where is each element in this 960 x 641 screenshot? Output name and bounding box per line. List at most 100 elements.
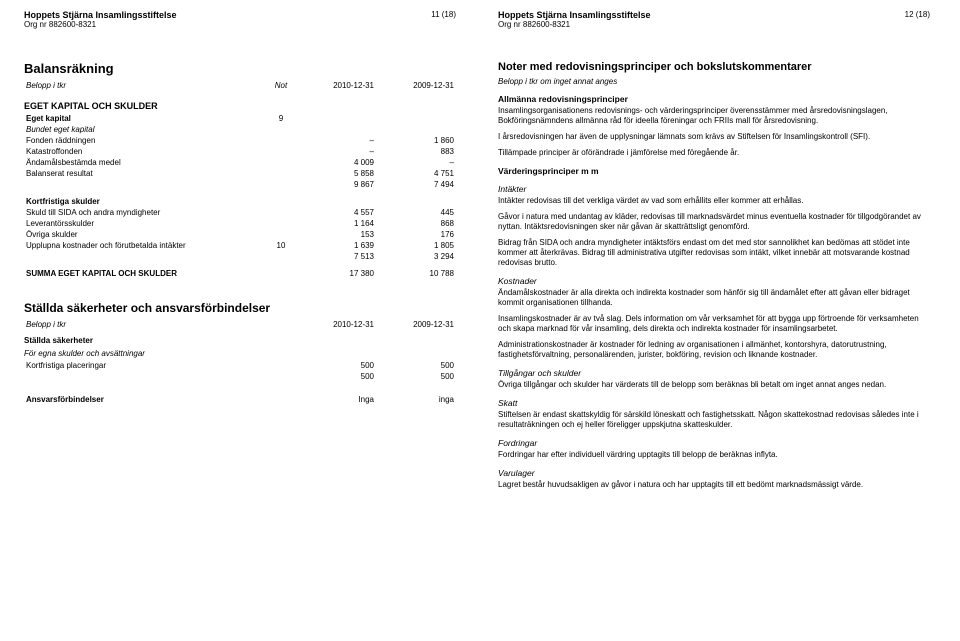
row-label: Skuld till SIDA och andra myndigheter [24, 207, 266, 218]
row-val-a: 1 164 [296, 218, 376, 229]
eget-kapital-note: 9 [266, 113, 296, 124]
table-row: Balanserat resultat 5 8584 751 [24, 168, 456, 179]
row-val-b: 1 805 [376, 240, 456, 251]
note-heading: Värderingsprinciper m m [498, 166, 930, 176]
note-paragraph: I årsredovisningen har även de upplysnin… [498, 132, 930, 142]
note-heading: Allmänna redovisningsprinciper [498, 94, 930, 104]
page-number-right: 12 (18) [905, 10, 930, 29]
row-val-b: 1 860 [376, 135, 456, 146]
row-val-a: – [296, 135, 376, 146]
note-paragraph: Intäkter redovisas till det verkliga vär… [498, 196, 930, 206]
summa-a: 17 380 [296, 268, 376, 279]
note-paragraph: Stiftelsen är endast skattskyldig för sä… [498, 410, 930, 430]
row-label: Ändamålsbestämda medel [24, 157, 266, 168]
belopp-label: Belopp i tkr [26, 81, 66, 90]
note-heading: Fordringar [498, 438, 930, 448]
note-heading: Varulager [498, 468, 930, 478]
row-note: 10 [266, 240, 296, 251]
stallda-egna: För egna skulder och avsättningar [24, 349, 456, 358]
header-right: Hoppets Stjärna Insamlingsstiftelse Org … [498, 10, 930, 29]
row-val-a: 1 639 [296, 240, 376, 251]
sum-b: 3 294 [376, 251, 456, 262]
balansrakning-title: Balansräkning [24, 61, 456, 76]
stallda-sh: Ställda säkerheter [24, 336, 456, 345]
note-paragraph: Insamlingsorganisationens redovisnings- … [498, 106, 930, 126]
stallda-y1: 2010-12-31 [296, 319, 376, 330]
table-row: Leverantörsskulder 1 164868 [24, 218, 456, 229]
eget-kapital-table: Eget kapital 9 Bundet eget kapital [24, 113, 456, 135]
summa-label: SUMMA EGET KAPITAL OCH SKULDER [24, 268, 266, 279]
note-paragraph: Bidrag från SIDA och andra myndigheter i… [498, 238, 930, 268]
summa-table: SUMMA EGET KAPITAL OCH SKULDER 17 380 10… [24, 268, 456, 279]
row-val-a: 5 858 [296, 168, 376, 179]
row-val-a: 4 009 [296, 157, 376, 168]
placering-sum-a: 500 [296, 371, 376, 382]
row-note [266, 229, 296, 240]
org-nr: Org nr 882600-8321 [24, 20, 177, 29]
note-paragraph: Administrationskostnader är kostnader fö… [498, 340, 930, 360]
row-label: Leverantörsskulder [24, 218, 266, 229]
page-left: Hoppets Stjärna Insamlingsstiftelse Org … [0, 0, 480, 641]
sum-a: 7 513 [296, 251, 376, 262]
row-val-b: 868 [376, 218, 456, 229]
row-label: Katastroffonden [24, 146, 266, 157]
note-paragraph: Tillämpade principer är oförändrade i jä… [498, 148, 930, 158]
row-note [266, 207, 296, 218]
notes-sections: Allmänna redovisningsprinciper Insamlings… [498, 94, 930, 490]
year-1: 2010-12-31 [296, 80, 376, 91]
note-heading: Kostnader [498, 276, 930, 286]
kortfristiga-head: Kortfristiga skulder [26, 197, 100, 206]
header-left: Hoppets Stjärna Insamlingsstiftelse Org … [24, 10, 456, 29]
table-row: Upplupna kostnader och förutbetalda intä… [24, 240, 456, 251]
note-heading: Tillgångar och skulder [498, 368, 930, 378]
sum-a: 9 867 [296, 179, 376, 190]
placering-label: Kortfristiga placeringar [24, 360, 266, 371]
table-row: Övriga skulder153176 [24, 229, 456, 240]
page-right: Hoppets Stjärna Insamlingsstiftelse Org … [480, 0, 960, 641]
note-paragraph: Insamlingskostnader är av två slag. Dels… [498, 314, 930, 334]
kortfristiga-head-table: Kortfristiga skulder [24, 196, 456, 207]
noter-title: Noter med redovisningsprinciper och boks… [498, 61, 930, 73]
ansvar-table: Ansvarsförbindelser Inga inga [24, 394, 456, 405]
note-paragraph: Lagret består huvudsakligen av gåvor i n… [498, 480, 930, 490]
table-sum-row: 7 5133 294 [24, 251, 456, 262]
row-label: Upplupna kostnader och förutbetalda intä… [24, 240, 266, 251]
row-val-b: 445 [376, 207, 456, 218]
row-label: Övriga skulder [24, 229, 266, 240]
page-number-left: 11 (18) [431, 10, 456, 29]
note-paragraph: Ändamålskostnader är alla direkta och in… [498, 288, 930, 308]
org-name: Hoppets Stjärna Insamlingsstiftelse [24, 10, 177, 20]
stallda-rows: Kortfristiga placeringar 500 500 500 500 [24, 360, 456, 382]
row-val-b: – [376, 157, 456, 168]
not-label: Not [275, 81, 287, 90]
note-heading: Skatt [498, 398, 930, 408]
noter-sub: Belopp i tkr om inget annat anges [498, 77, 930, 86]
note-paragraph: Fordringar har efter individuell värdrin… [498, 450, 930, 460]
row-note [266, 218, 296, 229]
table-row: Katastroffonden –883 [24, 146, 456, 157]
balance-header-table: Belopp i tkr Not 2010-12-31 2009-12-31 [24, 80, 456, 91]
row-val-a: – [296, 146, 376, 157]
ansvar-a: Inga [296, 394, 376, 405]
table-sum-row: 9 8677 494 [24, 179, 456, 190]
rows2-table: Skuld till SIDA och andra myndigheter 4 5… [24, 207, 456, 262]
summa-b: 10 788 [376, 268, 456, 279]
stallda-y2: 2009-12-31 [376, 319, 456, 330]
row-val-b: 883 [376, 146, 456, 157]
row-val-a: 4 557 [296, 207, 376, 218]
placering-a: 500 [296, 360, 376, 371]
eget-kapital-head: Eget kapital [26, 114, 71, 123]
org-name-r: Hoppets Stjärna Insamlingsstiftelse [498, 10, 651, 20]
rows1-table: Fonden räddningen–1 860Katastroffonden–8… [24, 135, 456, 190]
table-row: Ändamålsbestämda medel 4 009– [24, 157, 456, 168]
note-paragraph: Övriga tillgångar och skulder har värder… [498, 380, 930, 390]
eget-kapital-skulder-head: EGET KAPITAL OCH SKULDER [24, 101, 456, 111]
stallda-belopp: Belopp i tkr [26, 320, 66, 329]
placering-sum-b: 500 [376, 371, 456, 382]
row-val-b: 4 751 [376, 168, 456, 179]
row-label: Balanserat resultat [24, 168, 266, 179]
note-paragraph: Gåvor i natura med undantag av kläder, r… [498, 212, 930, 232]
row-val-a: 153 [296, 229, 376, 240]
stallda-title: Ställda säkerheter och ansvarsförbindels… [24, 301, 456, 315]
ansvar-b: inga [376, 394, 456, 405]
